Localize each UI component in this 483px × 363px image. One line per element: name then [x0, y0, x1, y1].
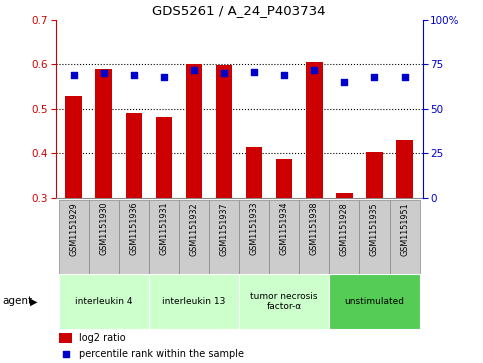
Point	[160, 74, 168, 80]
Bar	[96, 69, 112, 198]
Point	[190, 67, 198, 73]
Text: agent: agent	[2, 296, 32, 306]
Bar	[276, 159, 293, 198]
Bar	[269, 200, 299, 274]
Point	[370, 74, 378, 80]
Bar	[299, 200, 329, 274]
Bar	[58, 200, 89, 274]
Bar	[359, 200, 389, 274]
Text: GSM1151934: GSM1151934	[280, 202, 289, 256]
Point	[70, 72, 77, 78]
Text: GSM1151930: GSM1151930	[99, 202, 108, 256]
Bar	[59, 333, 72, 343]
Text: interleukin 13: interleukin 13	[162, 297, 226, 306]
Text: percentile rank within the sample: percentile rank within the sample	[79, 350, 244, 359]
Bar	[336, 193, 353, 198]
Bar	[149, 200, 179, 274]
Bar	[396, 140, 413, 198]
Bar	[239, 200, 269, 274]
Bar	[149, 274, 239, 329]
Bar	[119, 200, 149, 274]
Text: GSM1151935: GSM1151935	[370, 202, 379, 256]
Bar	[389, 200, 420, 274]
Point	[401, 74, 409, 80]
Bar	[126, 113, 142, 198]
Text: GSM1151933: GSM1151933	[250, 202, 258, 256]
Text: GSM1151931: GSM1151931	[159, 202, 169, 256]
Point	[62, 351, 70, 357]
Bar	[89, 200, 119, 274]
Text: GSM1151928: GSM1151928	[340, 202, 349, 256]
Bar	[156, 117, 172, 198]
Bar	[185, 65, 202, 198]
Text: GSM1151932: GSM1151932	[189, 202, 199, 256]
Bar	[366, 152, 383, 198]
Point	[280, 72, 288, 78]
Point	[220, 70, 228, 76]
Point	[100, 70, 108, 76]
Text: ▶: ▶	[30, 296, 38, 306]
Bar	[58, 274, 149, 329]
Bar	[65, 95, 82, 198]
Text: GSM1151929: GSM1151929	[69, 202, 78, 256]
Bar	[329, 200, 359, 274]
Title: GDS5261 / A_24_P403734: GDS5261 / A_24_P403734	[152, 4, 326, 17]
Bar	[216, 65, 232, 198]
Bar	[209, 200, 239, 274]
Text: unstimulated: unstimulated	[344, 297, 404, 306]
Text: log2 ratio: log2 ratio	[79, 333, 126, 343]
Text: GSM1151937: GSM1151937	[220, 202, 228, 256]
Text: tumor necrosis
factor-α: tumor necrosis factor-α	[251, 291, 318, 311]
Text: GSM1151938: GSM1151938	[310, 202, 319, 256]
Point	[341, 79, 348, 85]
Bar	[246, 147, 262, 198]
Point	[311, 67, 318, 73]
Point	[250, 69, 258, 74]
Point	[130, 72, 138, 78]
Bar	[239, 274, 329, 329]
Text: interleukin 4: interleukin 4	[75, 297, 132, 306]
Bar	[306, 62, 323, 198]
Text: GSM1151951: GSM1151951	[400, 202, 409, 256]
Bar	[179, 200, 209, 274]
Bar	[329, 274, 420, 329]
Text: GSM1151936: GSM1151936	[129, 202, 138, 256]
